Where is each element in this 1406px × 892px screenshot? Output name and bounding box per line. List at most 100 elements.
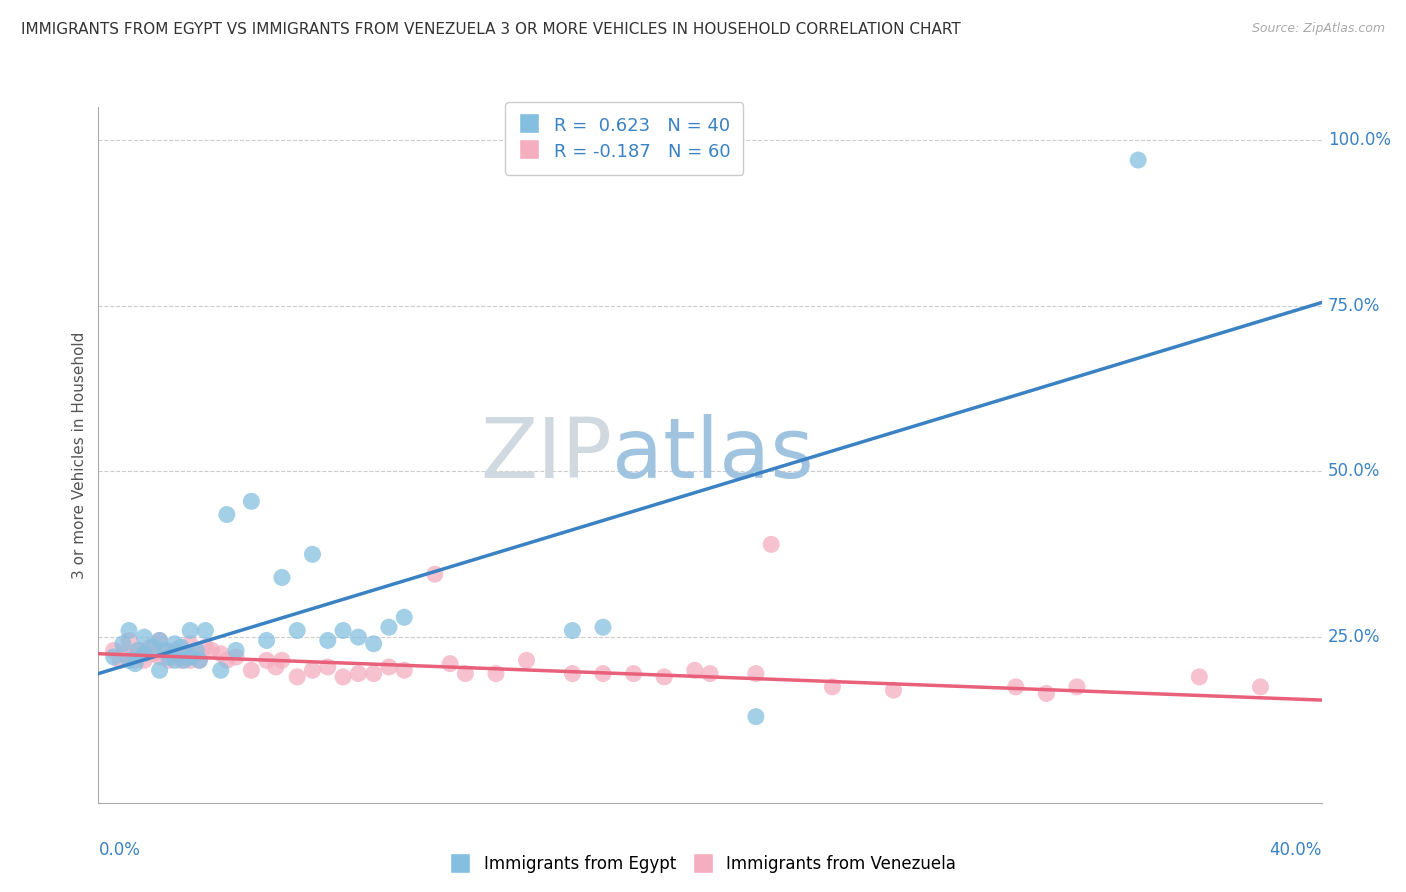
Point xyxy=(270,570,292,584)
Point xyxy=(699,666,721,681)
Point xyxy=(200,643,222,657)
Point xyxy=(124,657,146,671)
Point xyxy=(149,633,172,648)
Point xyxy=(170,640,193,654)
Point xyxy=(134,647,156,661)
Y-axis label: 3 or more Vehicles in Household: 3 or more Vehicles in Household xyxy=(72,331,87,579)
Point xyxy=(652,670,675,684)
Point xyxy=(821,680,844,694)
Point xyxy=(108,653,131,667)
Point xyxy=(1128,153,1150,167)
Point xyxy=(127,643,149,657)
Point xyxy=(134,630,156,644)
Point xyxy=(1035,686,1057,700)
Point xyxy=(155,643,177,657)
Legend: R =  0.623   N = 40, R = -0.187   N = 60: R = 0.623 N = 40, R = -0.187 N = 60 xyxy=(505,103,744,175)
Text: 40.0%: 40.0% xyxy=(1270,841,1322,859)
Point xyxy=(111,647,134,661)
Point xyxy=(285,670,308,684)
Point xyxy=(139,640,162,654)
Point xyxy=(256,633,278,648)
Point xyxy=(173,650,195,665)
Point xyxy=(883,683,905,698)
Point xyxy=(285,624,308,638)
Point xyxy=(111,637,134,651)
Point xyxy=(142,640,165,654)
Point xyxy=(316,660,339,674)
Point xyxy=(454,666,477,681)
Point xyxy=(240,494,263,508)
Point xyxy=(215,653,238,667)
Point xyxy=(215,508,238,522)
Legend: Immigrants from Egypt, Immigrants from Venezuela: Immigrants from Egypt, Immigrants from V… xyxy=(444,848,962,880)
Point xyxy=(301,663,323,677)
Point xyxy=(378,620,401,634)
Point xyxy=(163,647,186,661)
Point xyxy=(516,653,538,667)
Text: 100.0%: 100.0% xyxy=(1327,131,1391,149)
Point xyxy=(392,663,416,677)
Point xyxy=(256,653,278,667)
Point xyxy=(157,650,180,665)
Text: ZIP: ZIP xyxy=(481,415,612,495)
Point xyxy=(118,624,141,638)
Point xyxy=(179,653,201,667)
Point xyxy=(127,643,149,657)
Point xyxy=(209,663,232,677)
Text: atlas: atlas xyxy=(612,415,814,495)
Point xyxy=(186,647,208,661)
Point xyxy=(186,643,208,657)
Point xyxy=(179,637,201,651)
Point xyxy=(592,620,614,634)
Text: 0.0%: 0.0% xyxy=(98,841,141,859)
Point xyxy=(1066,680,1088,694)
Text: 75.0%: 75.0% xyxy=(1327,297,1381,315)
Point xyxy=(347,666,370,681)
Point xyxy=(173,653,195,667)
Point xyxy=(1004,680,1026,694)
Point xyxy=(134,647,156,661)
Point xyxy=(439,657,461,671)
Point xyxy=(163,643,186,657)
Point xyxy=(225,650,247,665)
Point xyxy=(103,643,125,657)
Point xyxy=(363,666,385,681)
Point xyxy=(264,660,287,674)
Text: 50.0%: 50.0% xyxy=(1327,462,1381,481)
Point xyxy=(103,650,125,665)
Point xyxy=(423,567,446,582)
Point xyxy=(485,666,508,681)
Point xyxy=(118,650,141,665)
Point xyxy=(623,666,645,681)
Point xyxy=(759,537,782,551)
Point xyxy=(170,653,193,667)
Point xyxy=(561,624,583,638)
Point xyxy=(149,633,172,648)
Point xyxy=(188,653,211,667)
Point xyxy=(157,653,180,667)
Point xyxy=(363,637,385,651)
Point xyxy=(149,663,172,677)
Point xyxy=(155,643,177,657)
Text: 25.0%: 25.0% xyxy=(1327,628,1381,646)
Point xyxy=(745,709,768,723)
Point xyxy=(118,653,141,667)
Point xyxy=(316,633,339,648)
Text: Source: ZipAtlas.com: Source: ZipAtlas.com xyxy=(1251,22,1385,36)
Point xyxy=(142,647,165,661)
Point xyxy=(209,647,232,661)
Point xyxy=(1188,670,1211,684)
Point xyxy=(194,624,217,638)
Point xyxy=(683,663,706,677)
Point xyxy=(1249,680,1271,694)
Point xyxy=(332,624,354,638)
Point xyxy=(301,547,323,561)
Point xyxy=(124,653,146,667)
Point xyxy=(149,650,172,665)
Point xyxy=(347,630,370,644)
Point xyxy=(188,653,211,667)
Point xyxy=(332,670,354,684)
Point xyxy=(134,653,156,667)
Point xyxy=(225,643,247,657)
Point xyxy=(378,660,401,674)
